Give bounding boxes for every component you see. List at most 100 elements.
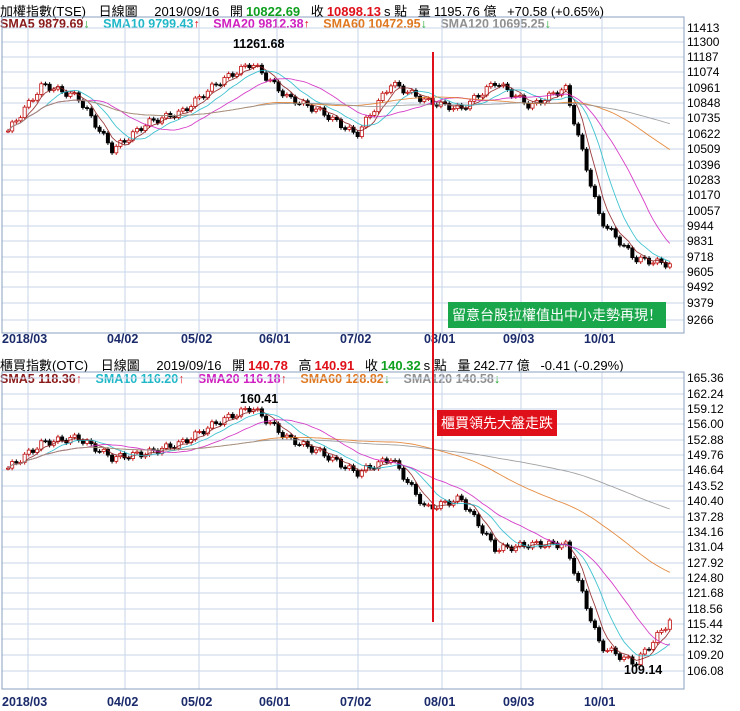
- candle-body: [592, 620, 597, 629]
- candle-body: [193, 97, 198, 107]
- y-tick-label: 9605: [687, 265, 714, 279]
- candle-body: [651, 262, 656, 265]
- down-arrow-icon: ↓: [493, 372, 501, 386]
- bottom-sma20-item: SMA20 116.18↑: [198, 372, 287, 386]
- candle-body: [663, 262, 668, 268]
- candle-body: [438, 501, 443, 509]
- candle-body: [247, 407, 252, 413]
- candle-body: [309, 446, 314, 453]
- candle-body: [110, 454, 115, 462]
- candle-body: [526, 102, 531, 109]
- candle-body: [80, 440, 85, 444]
- candle-body: [243, 407, 248, 410]
- candle-body: [359, 470, 364, 477]
- candle-body: [401, 467, 406, 480]
- y-tick-label: 10396: [687, 158, 721, 172]
- x-tick-label: 05/02: [181, 695, 212, 709]
- candle-body: [205, 427, 210, 435]
- y-tick-label: 106.08: [687, 664, 724, 678]
- candle-body: [35, 94, 40, 101]
- candle-body: [642, 648, 647, 655]
- candle-body: [651, 642, 656, 650]
- x-tick-label: 2018/03: [2, 332, 47, 346]
- candle-body: [72, 434, 77, 438]
- candle-body: [60, 436, 65, 441]
- candle-body: [39, 83, 44, 95]
- candle-body: [426, 504, 431, 507]
- y-tick-label: 127.92: [687, 556, 724, 570]
- candle-body: [380, 92, 385, 101]
- top-close-label: 收: [310, 4, 324, 19]
- candle-body: [513, 95, 518, 98]
- candle-body: [272, 421, 277, 425]
- bottom-open-label: 開: [232, 358, 246, 373]
- candle-body: [609, 228, 614, 230]
- candle-body: [422, 98, 427, 102]
- candle-body: [164, 443, 169, 449]
- candle-body: [363, 465, 368, 472]
- candle-body: [613, 647, 618, 655]
- down-arrow-icon: ↓: [544, 17, 551, 31]
- candle-body: [601, 640, 606, 652]
- candle-body: [501, 544, 506, 551]
- candle-body: [218, 84, 223, 87]
- candle-body: [638, 256, 643, 263]
- candle-body: [592, 185, 597, 198]
- candle-body: [584, 148, 589, 171]
- candle-body: [105, 448, 110, 456]
- candle-body: [122, 453, 127, 459]
- y-tick-label: 10848: [687, 96, 721, 110]
- candle-body: [239, 408, 244, 417]
- up-arrow-icon: ↑: [75, 372, 82, 386]
- x-tick-label: 07/02: [340, 695, 371, 709]
- candle-body: [609, 647, 614, 651]
- y-tick-label: 162.24: [687, 387, 724, 401]
- candle-body: [93, 115, 98, 128]
- candle-body: [634, 663, 639, 666]
- candle-body: [617, 236, 622, 246]
- candle-body: [151, 118, 156, 121]
- candle-body: [488, 533, 493, 541]
- y-tick-label: 134.16: [687, 525, 724, 539]
- sma-line-5: [7, 409, 671, 661]
- candle-body: [493, 83, 498, 86]
- bottom-sma10-label: SMA10 116.20: [95, 372, 179, 386]
- candle-body: [101, 130, 106, 134]
- plot-frame: [1, 371, 685, 690]
- candle-body: [272, 79, 277, 83]
- candle-body: [451, 108, 456, 111]
- candle-body: [322, 107, 327, 116]
- candle-body: [209, 83, 214, 92]
- bottom-annotation-box: 櫃買領先大盤走跌: [437, 410, 557, 436]
- candle-body: [89, 108, 94, 117]
- y-tick-label: 131.04: [687, 540, 724, 554]
- candle-body: [122, 140, 127, 143]
- top-peak-label: 11261.68: [233, 37, 285, 51]
- candle-body: [563, 85, 568, 91]
- y-tick-label: 124.80: [687, 571, 724, 585]
- candle-body: [30, 449, 35, 453]
- candle-body: [647, 257, 652, 265]
- candle-body: [326, 455, 331, 461]
- bottom-unit: s 點: [423, 358, 447, 373]
- candle-body: [135, 128, 140, 133]
- candle-body: [184, 439, 189, 444]
- candle-body: [105, 132, 110, 144]
- up-arrow-icon: ↑: [178, 372, 185, 386]
- candle-body: [418, 95, 423, 102]
- candle-body: [35, 448, 40, 453]
- candle-body: [268, 421, 273, 424]
- y-tick-label: 10509: [687, 142, 721, 156]
- candle-body: [372, 111, 377, 116]
- up-arrow-icon: ↑: [280, 372, 287, 386]
- candle-body: [14, 461, 19, 464]
- candle-body: [330, 116, 335, 121]
- y-tick-label: 10735: [687, 111, 721, 125]
- candle-body: [488, 83, 493, 88]
- bottom-index-name: 櫃買指數(OTC): [0, 358, 89, 373]
- candle-body: [280, 432, 285, 438]
- x-tick-label: 08/01: [424, 695, 455, 709]
- top-open-label: 開: [229, 4, 243, 19]
- bottom-vol-label: 量: [457, 358, 471, 373]
